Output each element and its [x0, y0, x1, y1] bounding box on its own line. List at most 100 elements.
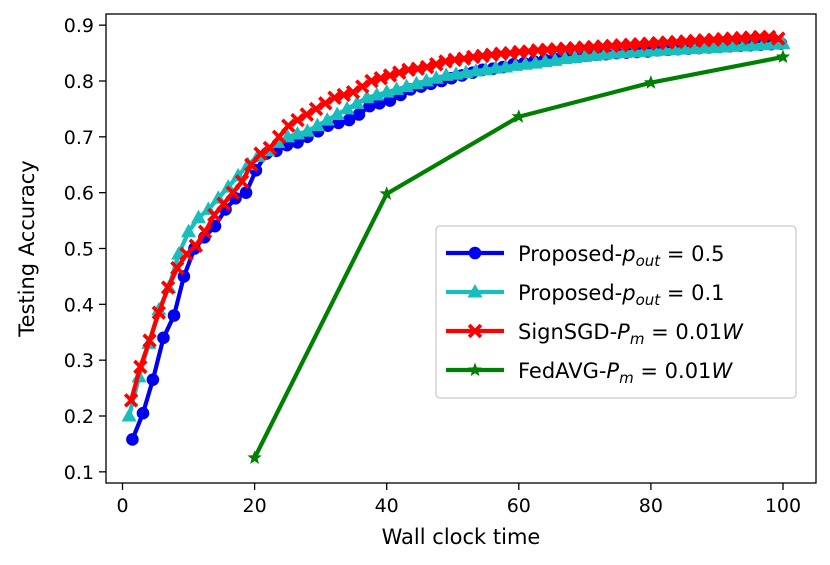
x-tick-label: 40 — [375, 495, 399, 517]
x-axis-label: Wall clock time — [382, 525, 541, 549]
data-point — [207, 207, 222, 223]
legend-label: Proposed-pout = 0.5 — [518, 242, 725, 270]
data-point — [262, 140, 277, 156]
data-point — [775, 49, 791, 64]
legend-label-part: = 0.1 — [660, 281, 724, 305]
legend-label: SignSGD-Pm = 0.01W — [518, 320, 744, 348]
x-tick-label: 80 — [639, 495, 663, 517]
data-point — [345, 84, 361, 100]
data-point — [126, 433, 139, 446]
data-point — [616, 44, 632, 59]
data-point — [309, 117, 325, 132]
data-point — [181, 223, 197, 238]
data-point — [146, 373, 160, 387]
data-point — [247, 450, 262, 464]
data-point — [319, 112, 335, 126]
data-point — [157, 331, 170, 345]
data-point — [160, 280, 176, 295]
data-point — [318, 96, 333, 111]
legend-label: FedAVG-Pm = 0.01W — [518, 359, 733, 387]
legend-label-part: = 0.01 — [634, 359, 712, 383]
data-point — [151, 305, 167, 320]
data-point — [327, 90, 342, 105]
data-point — [290, 112, 305, 128]
data-point — [735, 37, 751, 52]
plot-area — [121, 29, 791, 464]
data-point — [771, 31, 786, 46]
data-point — [197, 224, 213, 239]
data-point — [352, 108, 366, 121]
data-point — [355, 79, 370, 94]
y-tick-label: 0.9 — [64, 15, 94, 37]
data-point — [123, 393, 139, 408]
data-point — [253, 146, 268, 161]
data-point — [745, 37, 761, 51]
y-axis-label: Testing Accuracy — [15, 160, 39, 337]
data-point — [607, 45, 623, 59]
data-point — [339, 100, 355, 115]
legend-marker — [467, 362, 483, 377]
x-tick-label: 100 — [765, 495, 801, 517]
data-point — [308, 101, 324, 117]
data-point — [234, 174, 250, 189]
legend-entry: FedAVG-Pm = 0.01W — [446, 359, 733, 387]
legend-label-part: out — [636, 252, 662, 270]
legend-label-part: W — [711, 359, 733, 383]
data-point — [244, 157, 259, 172]
x-tick-label: 0 — [116, 495, 128, 517]
data-point — [336, 87, 351, 103]
legend-entry: Proposed-pout = 0.5 — [446, 242, 725, 270]
data-point — [643, 75, 659, 89]
data-point — [382, 68, 398, 83]
y-tick-label: 0.2 — [64, 406, 94, 428]
legend-label-part: m — [630, 330, 645, 348]
data-point — [725, 38, 741, 52]
legend-label-part: = 0.01 — [644, 320, 722, 344]
series-fedavg — [247, 49, 791, 464]
y-tick-label: 0.6 — [64, 183, 94, 205]
legend-label-part: p — [621, 242, 635, 266]
x-tick-label: 20 — [243, 495, 267, 517]
y-tick-label: 0.7 — [64, 127, 94, 149]
legend-label-part: = 0.5 — [660, 242, 724, 266]
data-point — [142, 333, 157, 348]
data-point — [299, 107, 314, 122]
series-signsgd — [123, 29, 786, 408]
legend-marker — [468, 246, 482, 260]
data-point — [299, 123, 315, 137]
data-point — [392, 65, 407, 80]
y-tick-label: 0.1 — [64, 462, 94, 484]
legend-label-part: P — [606, 359, 619, 383]
legend-entry: Proposed-pout = 0.1 — [446, 281, 725, 309]
legend-label-part: FedAVG- — [518, 359, 606, 383]
data-point — [364, 73, 379, 89]
y-tick-label: 0.5 — [64, 239, 94, 261]
legend-label-part: out — [636, 291, 662, 309]
data-point — [342, 113, 356, 127]
data-point — [216, 196, 231, 212]
legend-label-part: P — [617, 320, 630, 344]
data-point — [686, 40, 702, 55]
data-point — [281, 118, 296, 133]
x-tick-label: 60 — [507, 495, 531, 517]
data-point — [167, 309, 181, 322]
data-point — [121, 408, 137, 422]
data-point — [188, 238, 204, 253]
data-point — [429, 57, 444, 72]
data-point — [133, 359, 148, 375]
legend-label-part: SignSGD- — [518, 320, 617, 344]
legend-label-part: W — [722, 320, 744, 344]
data-point — [239, 186, 253, 199]
y-tick-label: 0.4 — [64, 294, 94, 316]
data-point — [696, 40, 712, 54]
legend-marker — [467, 323, 483, 339]
data-point — [656, 42, 672, 56]
legend-label-part: p — [621, 281, 635, 305]
data-point — [190, 209, 206, 224]
legend-label-part: Proposed- — [518, 281, 622, 305]
data-point — [136, 406, 150, 420]
data-point — [170, 260, 185, 276]
legend-entry: SignSGD-Pm = 0.01W — [446, 320, 744, 348]
